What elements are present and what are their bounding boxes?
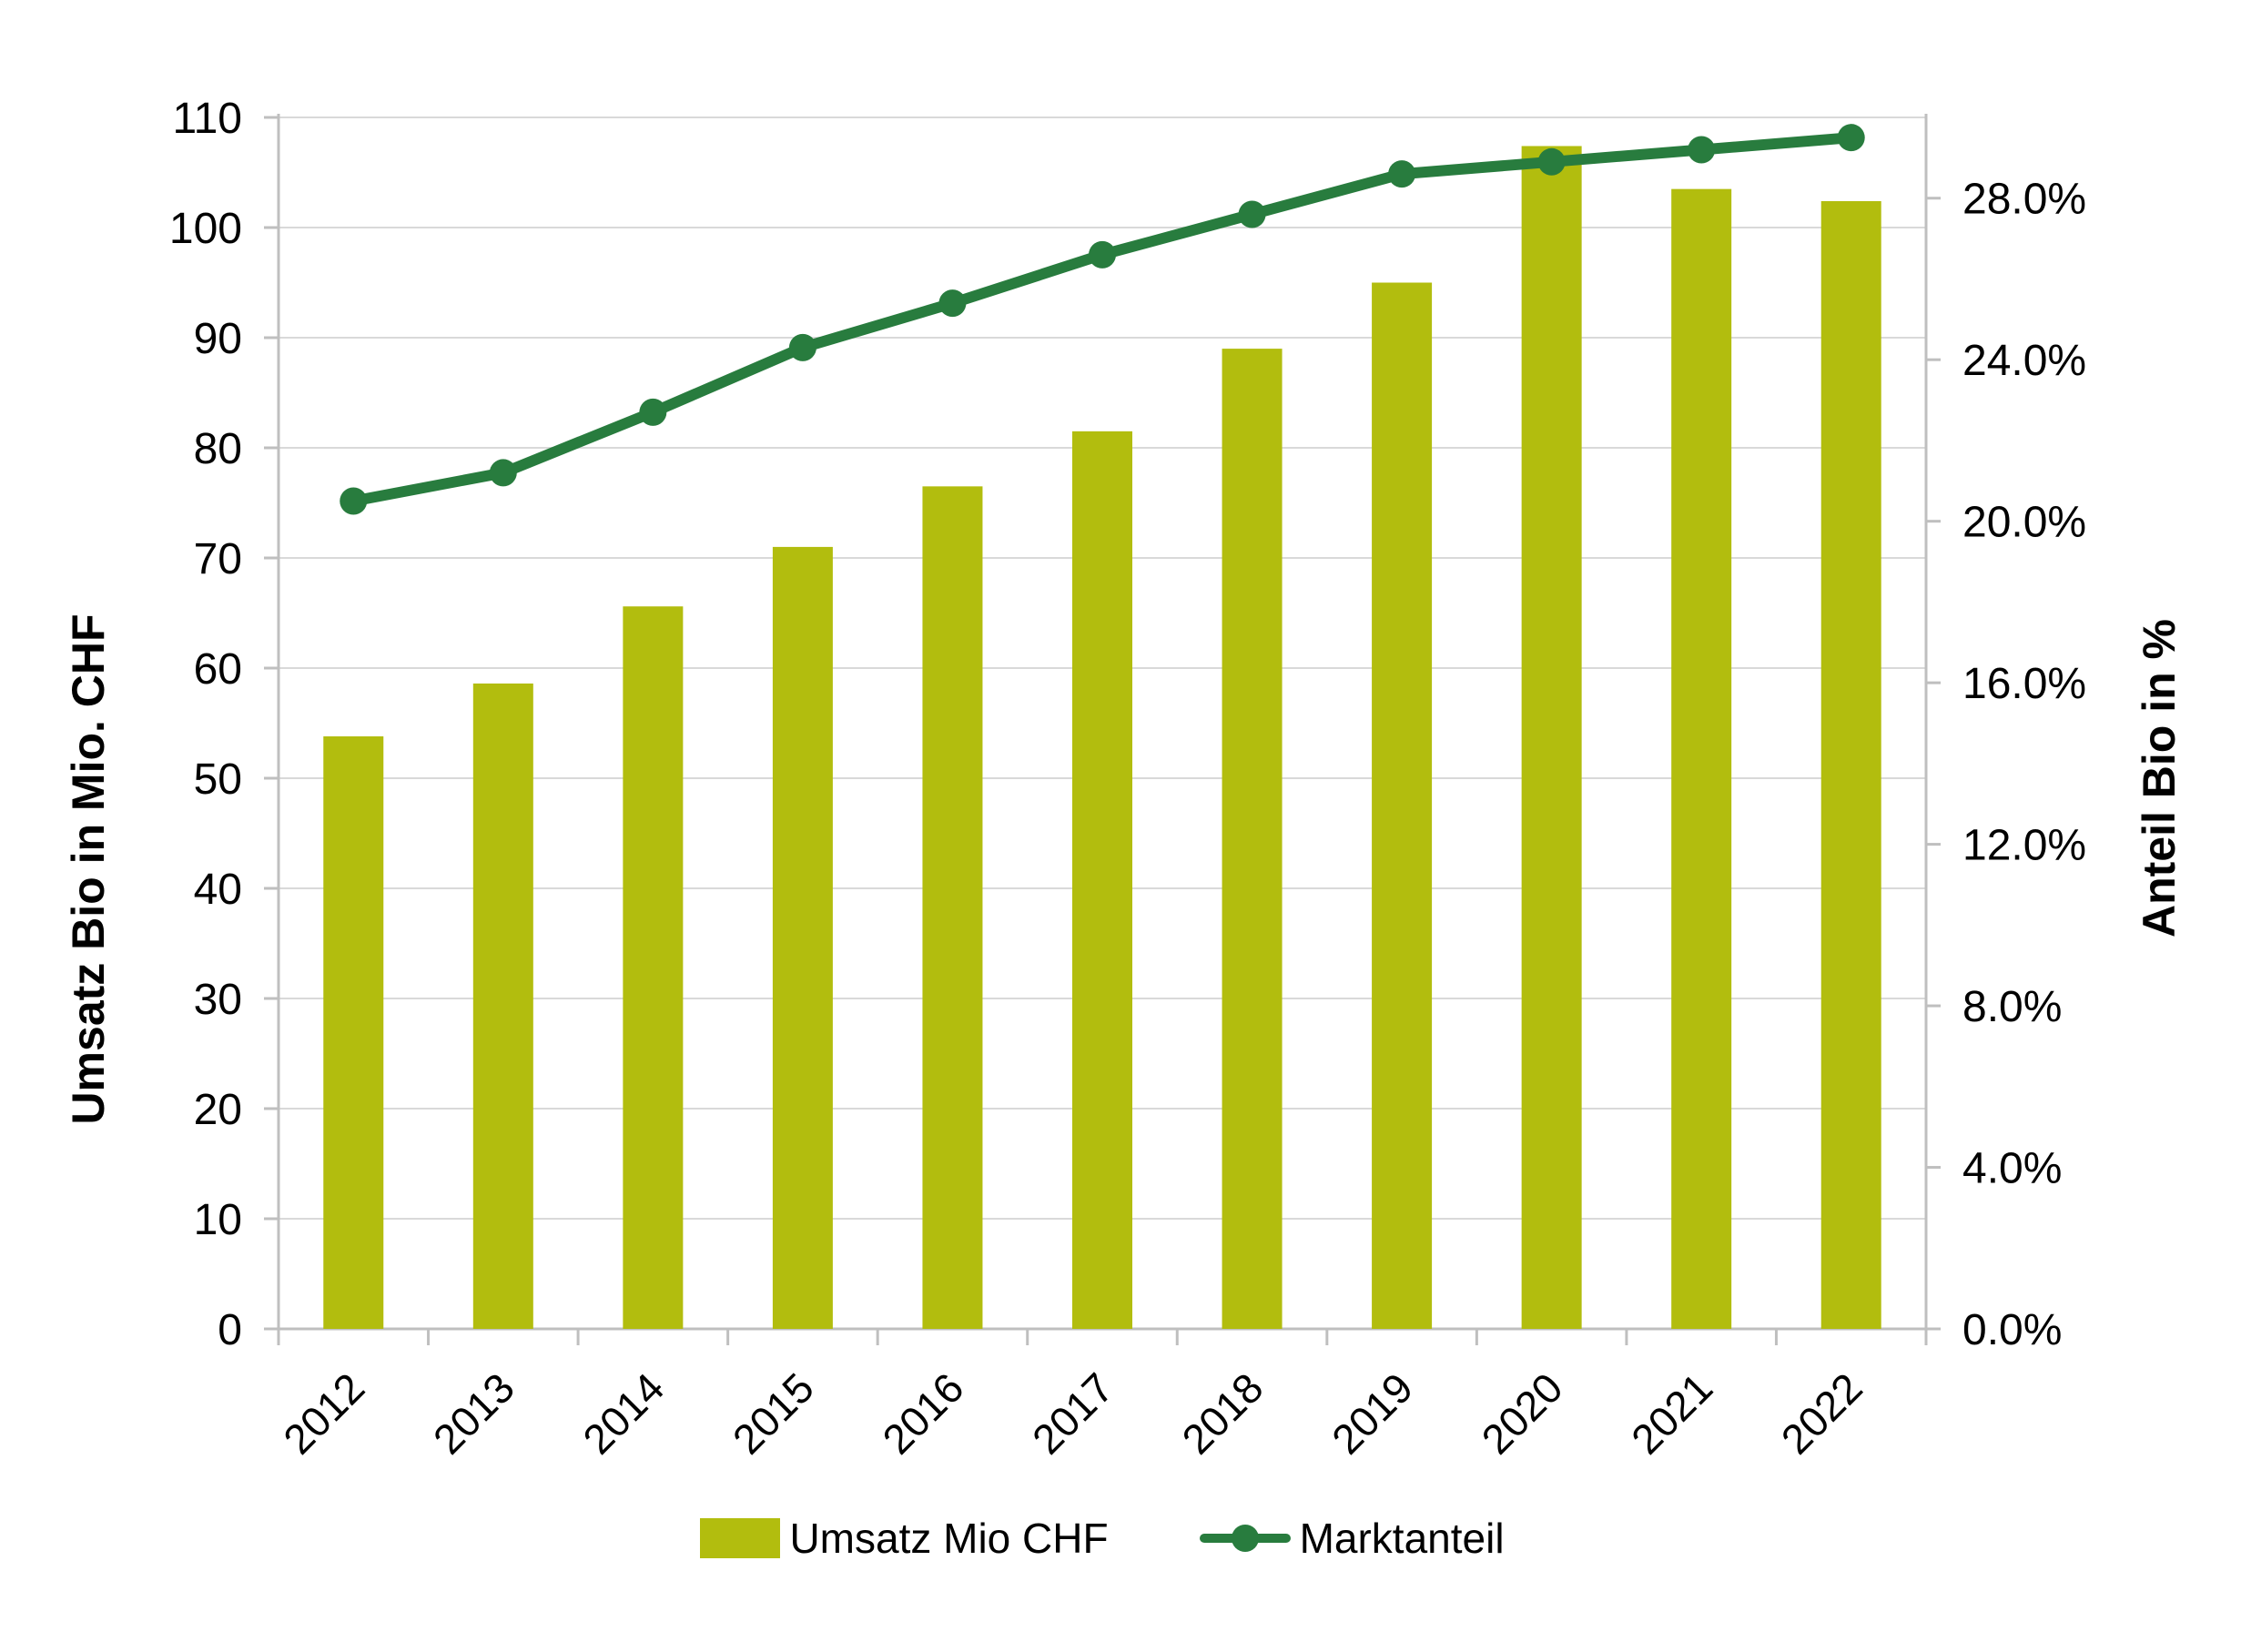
left-axis-tick-label: 100	[169, 205, 242, 253]
marker-2021	[1688, 136, 1716, 164]
marker-2020	[1537, 147, 1566, 176]
right-axis-tick-label: 12.0%	[1962, 822, 2086, 870]
marker-2019	[1388, 160, 1416, 188]
x-axis-label-2021: 2021	[1622, 1363, 1721, 1463]
bar-2017	[1072, 431, 1132, 1330]
left-axis-tick-label: 10	[194, 1196, 242, 1244]
x-axis-label-2019: 2019	[1323, 1363, 1422, 1463]
right-axis-title: Anteil Bio in %	[2134, 619, 2185, 937]
marker-2022	[1837, 124, 1865, 152]
marker-2015	[788, 333, 816, 361]
marker-2012	[340, 487, 368, 515]
bar-2020	[1521, 146, 1582, 1330]
left-axis-tick-label: 0	[218, 1306, 242, 1354]
right-axis-tick-label: 20.0%	[1962, 499, 2086, 547]
legend-item-umsatz: Umsatz Mio CHF	[700, 1514, 1109, 1563]
x-axis-label-2022: 2022	[1772, 1363, 1871, 1463]
left-axis-tick-label: 70	[194, 535, 242, 583]
legend: Umsatz Mio CHF Marktanteil	[279, 1506, 1926, 1570]
left-axis-tick-label: 110	[172, 95, 242, 143]
right-axis-tick-label: 16.0%	[1962, 660, 2086, 708]
left-axis-tick-label: 80	[194, 425, 242, 473]
marker-2016	[938, 289, 967, 318]
bar-2022	[1820, 200, 1881, 1330]
marker-2017	[1089, 240, 1116, 269]
bar-2016	[922, 486, 983, 1329]
right-axis-tick-label: 8.0%	[1962, 983, 2062, 1031]
marker-2013	[489, 459, 517, 487]
marker-2018	[1238, 200, 1266, 228]
x-axis-label-2014: 2014	[573, 1363, 673, 1463]
left-axis-tick-label: 20	[194, 1086, 242, 1134]
legend-bar-swatch-icon	[700, 1518, 781, 1558]
legend-label-marktanteil: Marktanteil	[1299, 1515, 1505, 1562]
bar-2019	[1372, 282, 1433, 1329]
right-axis-tick-label: 24.0%	[1962, 337, 2086, 385]
legend-item-marktanteil: Marktanteil	[1199, 1514, 1505, 1563]
legend-line-dot-icon	[1231, 1525, 1259, 1552]
x-axis-label-2012: 2012	[274, 1363, 373, 1463]
right-axis-tick-label: 4.0%	[1962, 1145, 2062, 1193]
x-axis-label-2013: 2013	[424, 1363, 523, 1463]
right-axis-tick-label: 0.0%	[1962, 1306, 2062, 1354]
left-axis-tick-label: 30	[194, 976, 242, 1024]
bar-2012	[323, 736, 384, 1329]
bar-2015	[772, 546, 833, 1329]
x-axis-label-2017: 2017	[1023, 1363, 1122, 1463]
x-axis-label-2020: 2020	[1473, 1363, 1572, 1463]
bar-2018	[1222, 349, 1283, 1330]
x-axis-label-2016: 2016	[873, 1363, 972, 1463]
left-axis-tick-label: 40	[194, 866, 242, 914]
x-axis-label-2018: 2018	[1172, 1363, 1272, 1463]
marker-2014	[639, 398, 667, 426]
left-axis-tick-label: 50	[194, 755, 242, 804]
right-axis-tick-label: 28.0%	[1962, 176, 2086, 224]
left-axis-tick-label: 60	[194, 645, 242, 694]
left-axis-title: Umsatz Bio in Mio. CHF	[63, 613, 114, 1125]
bar-2014	[623, 606, 684, 1329]
legend-line-swatch-icon	[1199, 1525, 1291, 1552]
bar-2013	[472, 683, 533, 1329]
left-axis-tick-label: 90	[194, 315, 242, 363]
bar-2021	[1671, 188, 1732, 1329]
x-axis-label-2015: 2015	[724, 1363, 823, 1463]
legend-label-umsatz: Umsatz Mio CHF	[789, 1515, 1109, 1562]
